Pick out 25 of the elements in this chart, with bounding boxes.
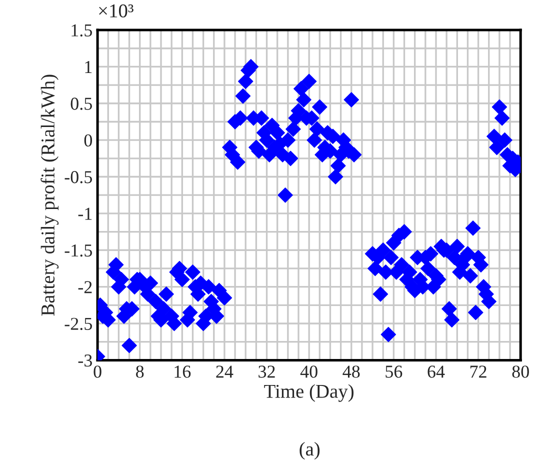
x-tick-label: 8 <box>136 366 144 378</box>
x-tick-label: 64 <box>428 366 445 378</box>
x-tick-label: 48 <box>342 366 360 378</box>
y-tick-label: -1.5 <box>64 244 92 257</box>
y-tick-label: -2 <box>78 281 92 294</box>
y-axis-title: Battery daily profit (Rial/kWh) <box>40 74 59 316</box>
text: ×10³ <box>99 4 134 18</box>
y-tick-label: -1 <box>78 208 92 220</box>
x-tick-label: 0 <box>94 366 102 378</box>
y-tick-label: -3 <box>78 354 92 367</box>
y-tick-label: 0.5 <box>70 98 92 110</box>
text: (a) <box>300 442 320 460</box>
x-axis-title: Time (Day) <box>264 384 354 402</box>
x-tick-label: 16 <box>174 366 191 378</box>
x-tick-label: 40 <box>300 366 318 378</box>
x-tick-label: 72 <box>470 366 486 378</box>
y-tick-label: 1 <box>85 61 92 73</box>
x-tick-label: 80 <box>512 366 529 378</box>
x-tick-label: 32 <box>258 366 275 378</box>
x-tick-label: 56 <box>386 366 402 378</box>
y-tick-label: 1.5 <box>72 24 92 37</box>
y-tick-label: -0.5 <box>64 171 92 184</box>
x-tick-label: 24 <box>216 366 234 378</box>
y-tick-label: 0 <box>84 134 92 147</box>
y-tick-label: -2.5 <box>64 318 92 330</box>
